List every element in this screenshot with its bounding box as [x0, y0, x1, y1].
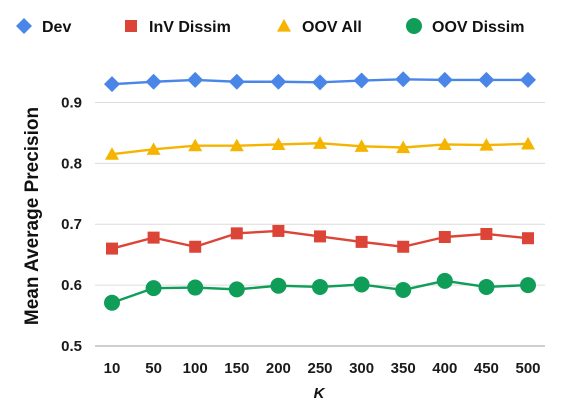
x-tick-label: 450 — [474, 360, 499, 377]
data-point — [520, 277, 536, 294]
x-tick-label: 200 — [266, 360, 291, 377]
data-point — [520, 71, 536, 88]
legend: Dev InV Dissim OOV All OOV Dissim — [16, 18, 524, 36]
data-point — [436, 272, 453, 289]
y-tick-label: 0.7 — [61, 216, 82, 233]
data-point — [353, 276, 370, 293]
data-point — [354, 139, 369, 152]
x-tick-label: 400 — [432, 360, 457, 377]
data-point — [478, 278, 495, 295]
legend-entry: Dev — [16, 18, 71, 36]
data-point — [314, 230, 326, 243]
legend-entry: OOV Dissim — [406, 18, 524, 36]
data-point — [395, 71, 412, 88]
legend-entry: OOV All — [277, 19, 362, 36]
data-point — [187, 71, 204, 88]
data-point — [105, 147, 119, 160]
y-tick-label: 0.5 — [61, 338, 82, 355]
x-tick-label: 100 — [183, 360, 208, 377]
legend-label: OOV Dissim — [432, 19, 524, 36]
data-point — [312, 278, 328, 295]
data-point — [145, 73, 162, 90]
data-point — [145, 280, 162, 297]
data-point — [272, 224, 285, 237]
x-axis-title: K — [314, 385, 326, 402]
x-tick-label: 350 — [391, 360, 416, 377]
data-point — [313, 136, 327, 149]
x-tick-label: 250 — [307, 360, 332, 377]
legend-marker — [406, 18, 422, 34]
x-tick-label: 300 — [349, 360, 374, 377]
data-point — [270, 73, 287, 90]
data-point — [229, 138, 244, 152]
legend-label: InV Dissim — [149, 19, 231, 36]
data-point — [228, 73, 245, 90]
data-point — [353, 72, 370, 89]
x-tick-label: 10 — [104, 360, 121, 377]
legend-marker — [125, 20, 137, 32]
data-point — [522, 232, 534, 245]
x-tick-label: 50 — [145, 360, 162, 377]
data-point — [106, 242, 118, 255]
series — [104, 272, 536, 311]
data-point — [187, 279, 204, 296]
data-point — [188, 138, 203, 152]
data-point — [437, 137, 452, 151]
data-point — [521, 136, 535, 150]
legend-marker — [277, 19, 291, 32]
legend-label: Dev — [42, 19, 71, 36]
data-point — [397, 240, 410, 253]
data-point — [438, 231, 451, 244]
data-point — [478, 71, 495, 88]
data-point — [271, 137, 286, 151]
data-point — [480, 227, 493, 240]
x-tick-labels: 10 50 100 150 200 250 300 350 400 450 500 — [104, 360, 541, 377]
legend-entry: InV Dissim — [125, 19, 231, 36]
data-point — [146, 142, 161, 155]
x-tick-label: 150 — [224, 360, 249, 377]
x-tick-label: 500 — [515, 360, 540, 377]
data-point — [395, 281, 412, 298]
y-axis-title: Mean Average Precision — [22, 107, 43, 325]
series — [105, 136, 535, 160]
data-point — [479, 138, 494, 151]
data-point — [147, 231, 160, 244]
y-tick-label: 0.8 — [61, 155, 82, 172]
data-point — [230, 227, 243, 240]
data-point — [355, 235, 368, 248]
legend-label: OOV All — [302, 19, 362, 36]
data-point — [104, 76, 120, 93]
data-point — [312, 74, 328, 91]
data-point — [228, 281, 245, 298]
series — [106, 224, 534, 255]
data-point — [270, 277, 287, 294]
data-point — [104, 294, 120, 311]
legend-marker — [16, 18, 32, 34]
y-tick-labels: 0.5 0.6 0.7 0.8 0.9 — [61, 94, 82, 355]
y-tick-label: 0.6 — [61, 277, 82, 294]
series — [104, 71, 536, 93]
data-point — [436, 71, 453, 88]
y-tick-label: 0.9 — [61, 94, 82, 111]
data-point — [189, 240, 202, 253]
data-point — [396, 140, 411, 154]
series-layer — [104, 71, 536, 311]
